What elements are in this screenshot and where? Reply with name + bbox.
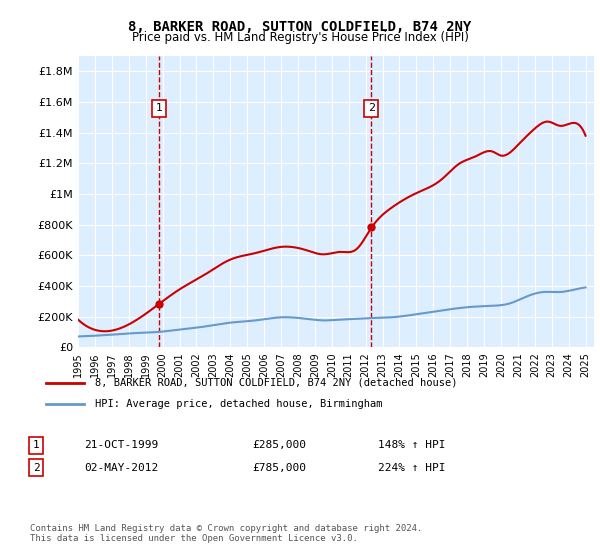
Text: 2: 2 xyxy=(368,104,375,114)
Text: Contains HM Land Registry data © Crown copyright and database right 2024.
This d: Contains HM Land Registry data © Crown c… xyxy=(30,524,422,543)
Text: HPI: Average price, detached house, Birmingham: HPI: Average price, detached house, Birm… xyxy=(95,399,382,409)
Text: Price paid vs. HM Land Registry's House Price Index (HPI): Price paid vs. HM Land Registry's House … xyxy=(131,31,469,44)
Text: 148% ↑ HPI: 148% ↑ HPI xyxy=(378,440,445,450)
Text: £285,000: £285,000 xyxy=(252,440,306,450)
Text: 1: 1 xyxy=(156,104,163,114)
Text: 8, BARKER ROAD, SUTTON COLDFIELD, B74 2NY (detached house): 8, BARKER ROAD, SUTTON COLDFIELD, B74 2N… xyxy=(95,378,457,388)
Text: 2: 2 xyxy=(32,463,40,473)
Text: 21-OCT-1999: 21-OCT-1999 xyxy=(84,440,158,450)
Text: 224% ↑ HPI: 224% ↑ HPI xyxy=(378,463,445,473)
Text: 02-MAY-2012: 02-MAY-2012 xyxy=(84,463,158,473)
Text: 1: 1 xyxy=(32,440,40,450)
Text: £785,000: £785,000 xyxy=(252,463,306,473)
Text: 8, BARKER ROAD, SUTTON COLDFIELD, B74 2NY: 8, BARKER ROAD, SUTTON COLDFIELD, B74 2N… xyxy=(128,20,472,34)
